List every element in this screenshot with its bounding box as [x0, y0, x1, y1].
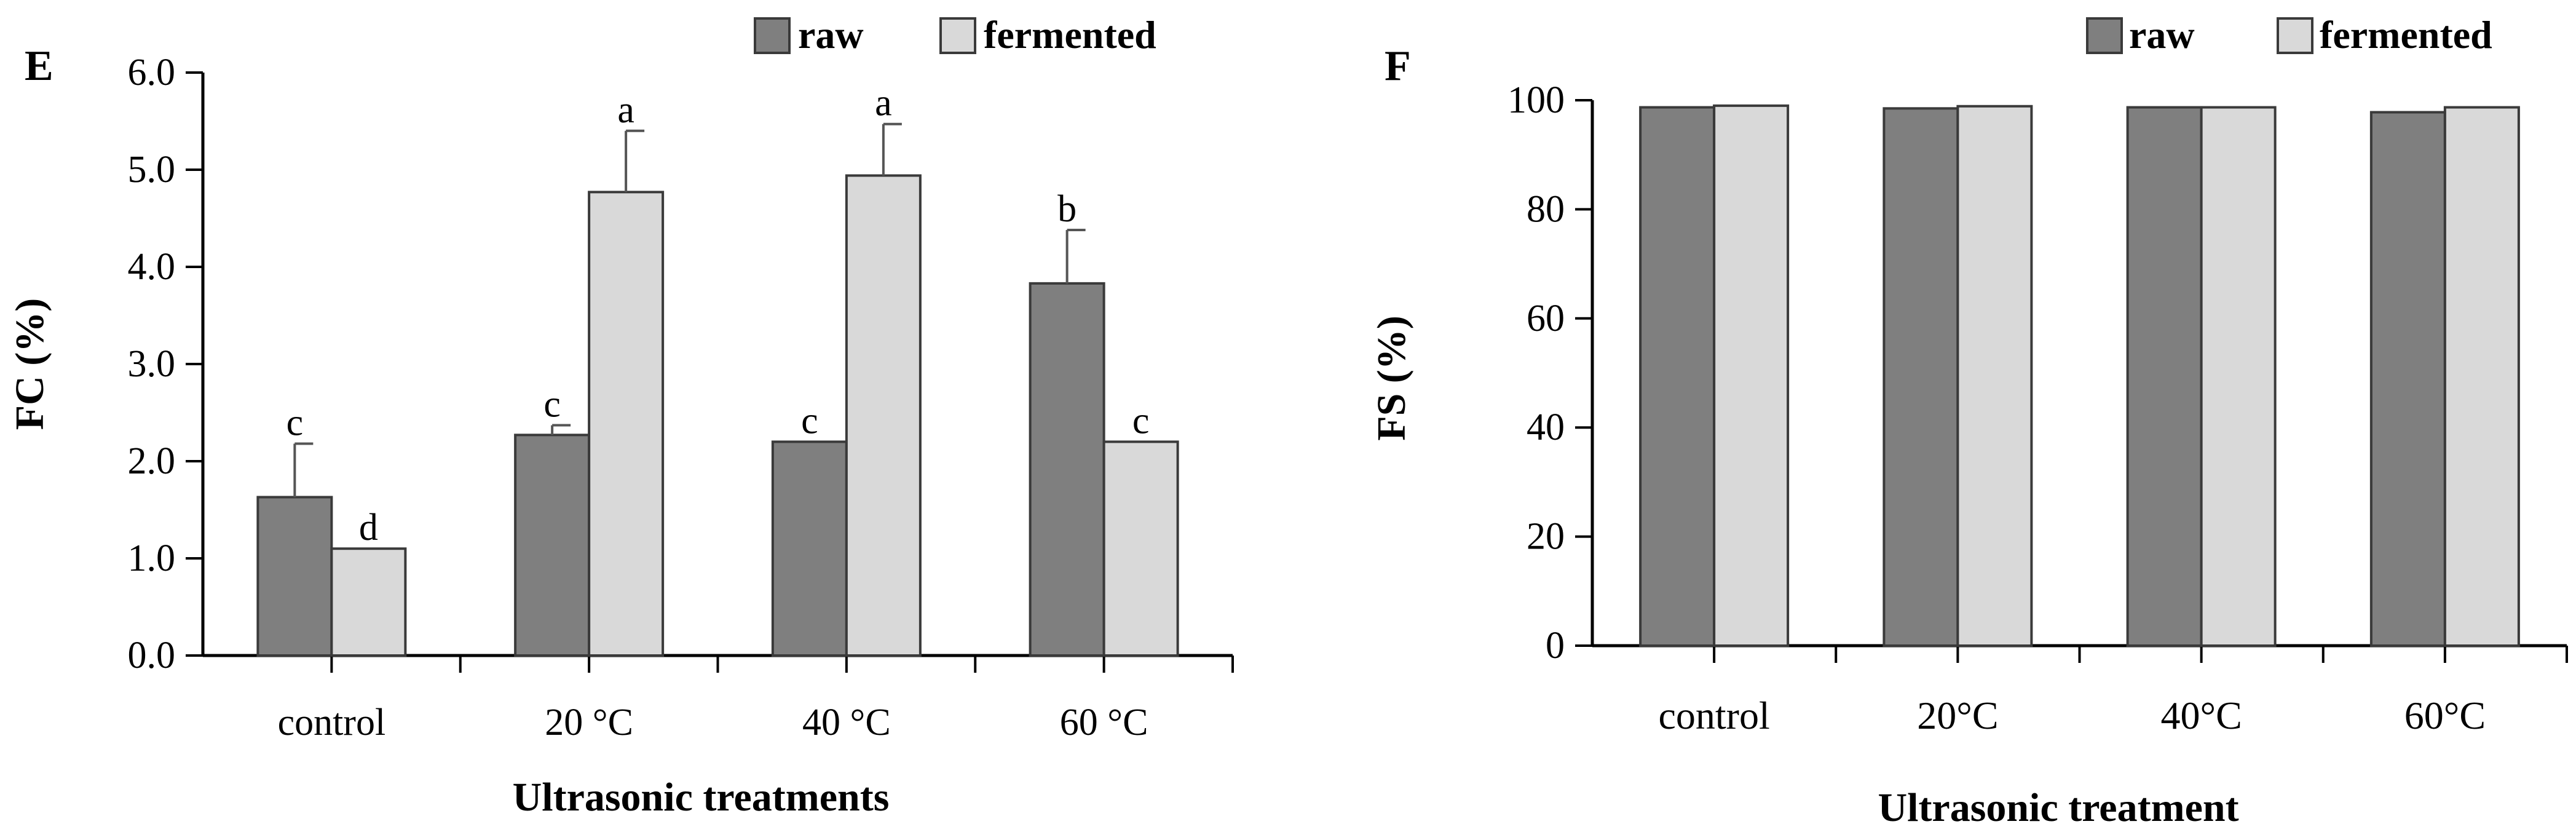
bar-fermented-0 — [330, 547, 407, 657]
y-tick-label: 100 — [1507, 79, 1565, 121]
x-category-label: control — [278, 702, 386, 743]
bar-raw-3 — [1029, 282, 1105, 657]
bar-fermented-2 — [845, 174, 922, 657]
y-tick-label: 20 — [1527, 516, 1565, 558]
significance-letter: c — [543, 384, 561, 426]
panel-label: F — [1385, 42, 1411, 90]
legend-swatch-raw — [754, 17, 791, 54]
x-axis-title: Ultrasonic treatments — [513, 775, 890, 820]
legend-swatch-raw — [2086, 17, 2123, 54]
significance-letter: c — [1132, 400, 1150, 442]
chart-panel-f: F 0 20 40 60 80 100 control 20°C 40°C 60°C Ultrason… — [1369, 13, 2568, 830]
x-category-label: 40°C — [2160, 694, 2242, 737]
bar-raw-1 — [514, 434, 591, 657]
bar-raw-1 — [1883, 107, 1959, 647]
x-axis-title: Ultrasonic treatment — [1878, 785, 2238, 830]
y-tick-label: 5.0 — [128, 149, 176, 191]
y-tick-label: 4.0 — [128, 246, 176, 288]
y-tick-label: 2.0 — [128, 440, 176, 482]
y-axis-title: FC (%) — [7, 298, 52, 430]
y-tick-label: 3.0 — [128, 343, 176, 385]
legend-label-raw: raw — [2129, 13, 2195, 57]
y-tick-label: 80 — [1527, 188, 1565, 230]
bar-fermented-1 — [1956, 105, 2033, 647]
x-category-label: 20°C — [1917, 694, 1998, 737]
bar-raw-0 — [1639, 106, 1716, 647]
y-tick-label: 6.0 — [128, 52, 176, 93]
bar-fermented-2 — [2200, 106, 2277, 647]
x-category-label: 40 °C — [802, 702, 891, 743]
x-category-label: 20 °C — [545, 702, 633, 743]
chart-panel-e: E 0.0 1.0 2.0 3.0 4.0 5.0 6.0 control c d 20 °C c a 40… — [7, 13, 1234, 820]
legend-swatch-fermented — [939, 17, 976, 54]
bar-fermented-3 — [1102, 440, 1179, 657]
significance-letter: c — [286, 402, 304, 444]
bar-fermented-0 — [1713, 104, 1790, 647]
legend-label-raw: raw — [798, 13, 864, 57]
legend-label-fermented: fermented — [984, 13, 1156, 57]
bar-fermented-1 — [588, 191, 665, 657]
significance-letter: b — [1057, 188, 1077, 230]
x-category-label: control — [1658, 694, 1769, 737]
y-tick-label: 60 — [1527, 298, 1565, 339]
panel-label: E — [25, 42, 53, 90]
bar-raw-2 — [771, 440, 848, 657]
significance-letter: d — [359, 507, 378, 549]
y-tick-label: 0 — [1546, 625, 1565, 667]
bar-raw-3 — [2369, 111, 2446, 648]
y-tick-label: 0.0 — [128, 635, 176, 676]
significance-letter: a — [875, 82, 892, 124]
bar-raw-2 — [2126, 106, 2203, 647]
legend-swatch-fermented — [2277, 17, 2313, 54]
significance-letter: a — [617, 89, 634, 131]
x-category-label: 60 °C — [1060, 702, 1148, 743]
bar-fermented-3 — [2443, 106, 2520, 647]
legend-label-fermented: fermented — [2320, 13, 2492, 57]
y-tick-label: 40 — [1527, 406, 1565, 448]
y-tick-label: 1.0 — [128, 537, 176, 579]
significance-letter: c — [801, 400, 818, 442]
y-axis-title: FS (%) — [1369, 315, 1414, 440]
x-category-label: 60°C — [2404, 694, 2486, 737]
bar-raw-0 — [256, 496, 333, 657]
